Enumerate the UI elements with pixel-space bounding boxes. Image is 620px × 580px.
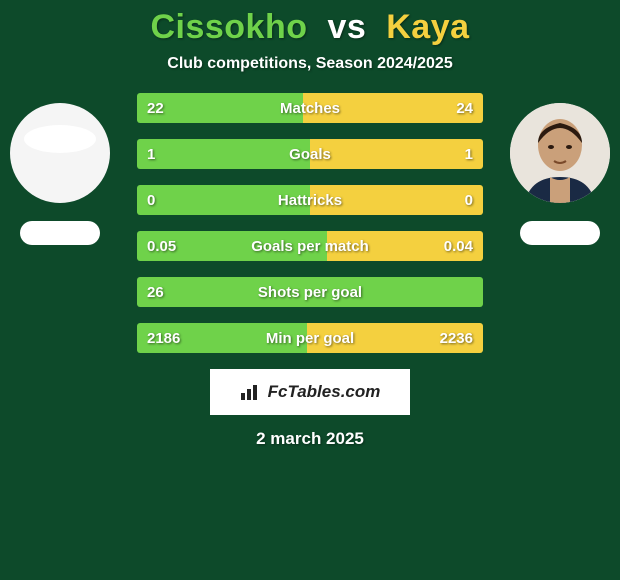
stat-row: 0.050.04Goals per match	[137, 231, 483, 261]
stat-label: Matches	[137, 93, 483, 123]
player2-avatar	[510, 103, 610, 203]
date-text: 2 march 2025	[0, 429, 620, 449]
stat-label: Goals per match	[137, 231, 483, 261]
vs-text: vs	[327, 8, 366, 46]
stat-bars: 2224Matches 11Goals 00Hattricks 0.050.04Goa…	[137, 93, 483, 353]
player1-avatar	[10, 103, 110, 203]
stat-label: Hattricks	[137, 185, 483, 215]
watermark-text: FcTables.com	[268, 382, 381, 402]
player2-club-badge	[520, 221, 600, 245]
stat-label: Goals	[137, 139, 483, 169]
content: 2224Matches 11Goals 00Hattricks 0.050.04Goa…	[0, 93, 620, 353]
player1-name: Cissokho	[150, 8, 307, 46]
player2-name: Kaya	[386, 8, 469, 46]
player1-club-badge	[20, 221, 100, 245]
player1-column	[0, 93, 120, 245]
chart-icon	[240, 383, 262, 401]
subtitle: Club competitions, Season 2024/2025	[0, 55, 620, 73]
avatar-placeholder-icon	[10, 103, 110, 203]
stat-row: 11Goals	[137, 139, 483, 169]
stat-row: 00Hattricks	[137, 185, 483, 215]
stat-label: Min per goal	[137, 323, 483, 353]
stat-row: 26Shots per goal	[137, 277, 483, 307]
stat-row: 2224Matches	[137, 93, 483, 123]
stat-row: 21862236Min per goal	[137, 323, 483, 353]
comparison-title: Cissokho vs Kaya	[0, 0, 620, 47]
avatar-photo-icon	[510, 103, 610, 203]
watermark: FcTables.com	[210, 369, 410, 415]
player2-column	[500, 93, 620, 245]
stat-label: Shots per goal	[137, 277, 483, 307]
